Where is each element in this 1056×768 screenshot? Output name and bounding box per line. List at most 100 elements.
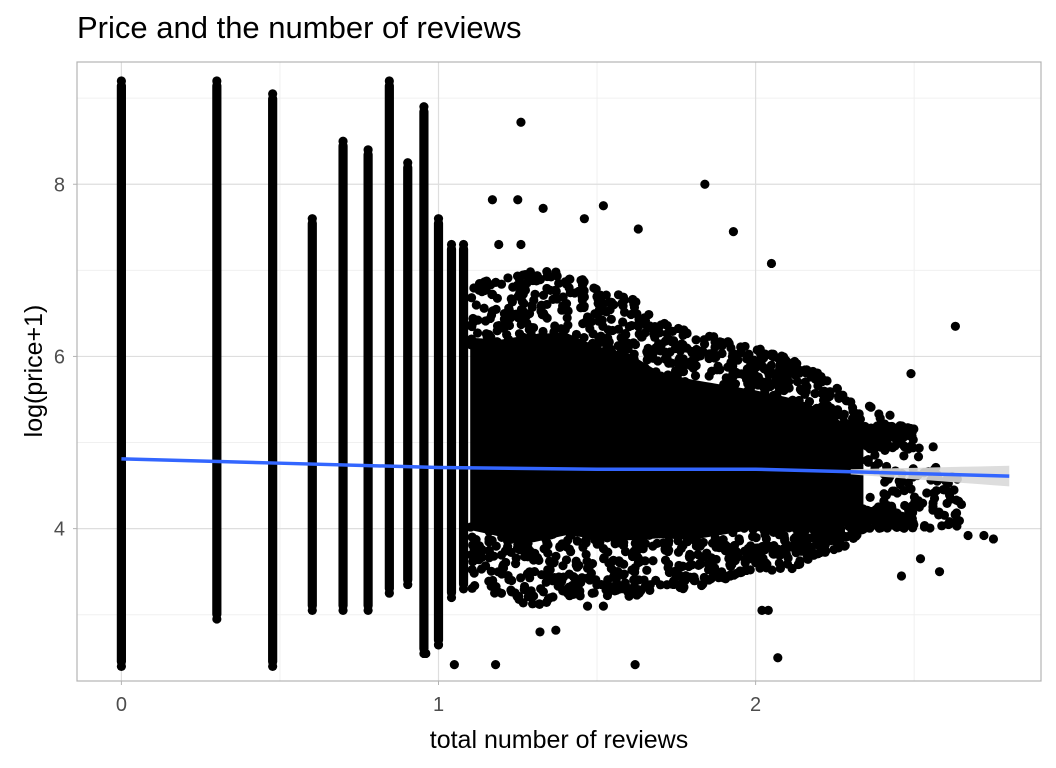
data-point xyxy=(728,527,738,538)
data-point xyxy=(338,605,348,616)
data-point xyxy=(543,565,553,575)
data-point xyxy=(506,337,516,348)
data-point xyxy=(950,509,960,520)
data-point xyxy=(523,544,533,554)
data-point xyxy=(469,283,479,293)
data-point xyxy=(551,286,561,296)
data-point xyxy=(675,582,685,593)
data-point xyxy=(606,314,616,324)
y-tick-label: 6 xyxy=(54,346,65,368)
data-point xyxy=(565,288,575,298)
data-point xyxy=(493,567,503,577)
data-point xyxy=(501,317,512,327)
data-point xyxy=(471,300,481,310)
data-point xyxy=(825,389,835,400)
data-point xyxy=(477,552,487,562)
data-point xyxy=(579,333,589,343)
data-point xyxy=(731,367,741,377)
point-column xyxy=(268,93,278,667)
data-point xyxy=(484,534,494,544)
data-point xyxy=(979,530,989,541)
data-point xyxy=(644,530,654,540)
data-point xyxy=(908,517,918,528)
data-point xyxy=(919,522,930,532)
data-point xyxy=(941,485,951,495)
plot-panel-border xyxy=(76,61,1042,682)
data-point xyxy=(719,379,729,390)
data-point xyxy=(513,195,523,205)
data-point xyxy=(536,306,546,316)
data-point xyxy=(555,541,565,552)
data-point xyxy=(534,599,545,609)
data-point xyxy=(535,274,546,284)
data-point xyxy=(802,554,813,564)
data-point xyxy=(514,329,525,339)
data-point xyxy=(618,317,628,327)
data-point xyxy=(565,586,576,596)
data-point xyxy=(632,537,642,547)
data-point xyxy=(618,332,629,342)
data-point xyxy=(687,560,697,570)
data-point xyxy=(846,397,856,407)
data-point xyxy=(867,510,877,520)
data-point xyxy=(784,383,794,393)
data-point xyxy=(665,525,676,535)
data-point xyxy=(675,342,685,353)
data-point xyxy=(534,555,544,565)
data-point xyxy=(710,563,720,573)
data-point xyxy=(664,545,674,555)
point-column xyxy=(446,244,457,598)
x-axis-label: total number of reviews xyxy=(430,726,688,754)
data-point xyxy=(307,214,317,224)
data-point xyxy=(525,567,535,577)
data-point xyxy=(584,563,594,573)
data-point xyxy=(496,588,507,598)
data-point xyxy=(695,541,705,551)
data-point xyxy=(268,661,278,671)
data-point xyxy=(928,498,938,508)
data-point xyxy=(820,531,830,541)
data-point xyxy=(840,541,850,551)
data-point xyxy=(598,306,608,316)
data-point xyxy=(644,309,654,320)
data-point xyxy=(686,356,696,366)
data-point xyxy=(707,538,718,548)
data-point xyxy=(721,574,731,584)
data-point xyxy=(723,544,733,554)
data-point xyxy=(839,409,849,419)
data-point xyxy=(693,528,704,538)
y-axis-label: log(price+1) xyxy=(20,305,48,438)
data-point xyxy=(742,518,752,528)
data-point xyxy=(629,546,639,556)
data-point xyxy=(490,660,501,670)
data-point xyxy=(748,532,758,542)
data-point xyxy=(673,368,683,378)
data-point xyxy=(655,580,666,590)
data-point xyxy=(563,522,573,532)
data-point xyxy=(755,556,766,566)
data-point xyxy=(472,328,483,338)
data-point xyxy=(516,117,526,127)
data-point xyxy=(734,534,744,544)
data-point xyxy=(558,301,568,311)
data-point xyxy=(708,525,718,536)
data-point xyxy=(645,585,655,595)
data-point xyxy=(838,390,848,400)
data-point xyxy=(363,605,373,616)
x-tick-label: 2 xyxy=(750,694,761,716)
data-point xyxy=(800,389,810,400)
data-point xyxy=(538,326,548,337)
data-point xyxy=(657,528,667,538)
data-point xyxy=(560,324,570,335)
data-point xyxy=(776,527,786,537)
data-point xyxy=(484,547,494,557)
data-point xyxy=(518,286,528,296)
data-point xyxy=(566,547,576,557)
data-point xyxy=(774,380,784,390)
data-point xyxy=(748,525,758,535)
data-point xyxy=(613,290,624,300)
data-point xyxy=(601,349,611,359)
data-point xyxy=(819,408,830,419)
data-point xyxy=(659,318,670,329)
data-point xyxy=(643,343,653,353)
